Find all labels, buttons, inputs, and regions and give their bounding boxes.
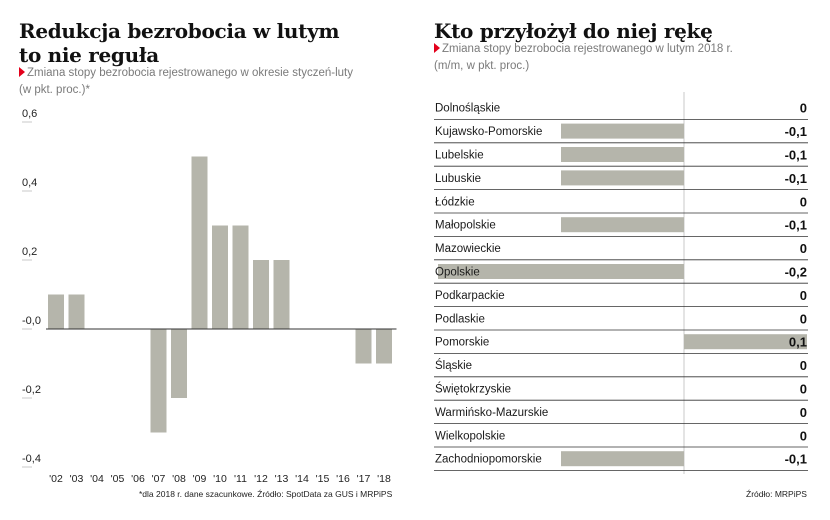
region-label: Mazowieckie bbox=[435, 243, 501, 255]
region-value: 0 bbox=[800, 311, 807, 326]
region-bar bbox=[684, 334, 807, 350]
region-bar bbox=[561, 451, 684, 467]
bar-13 bbox=[273, 260, 290, 329]
right-subtitle-line-1: Zmiana stopy bezrobocia rejestrowanego w… bbox=[442, 43, 733, 55]
x-tick-label: '05 bbox=[111, 473, 125, 485]
region-value: 0,1 bbox=[789, 335, 807, 350]
region-bar bbox=[561, 217, 684, 233]
x-tick-label: '17 bbox=[357, 473, 371, 485]
bar-10 bbox=[212, 225, 228, 329]
left-subtitle-line-2: (w pkt. proc.)* bbox=[19, 84, 90, 96]
x-tick-label: '08 bbox=[172, 473, 186, 485]
left-chart-title: Redukcja bezrobocia w lutym to nie reguł… bbox=[19, 19, 340, 67]
x-tick-label: '11 bbox=[234, 473, 247, 485]
region-label: Lubuskie bbox=[435, 173, 481, 185]
bar-17 bbox=[355, 329, 372, 364]
bar-07 bbox=[150, 329, 167, 433]
bar-02 bbox=[48, 294, 64, 329]
region-label: Pomorskie bbox=[435, 337, 489, 349]
x-tick-label: '09 bbox=[193, 473, 207, 485]
x-tick-label: '13 bbox=[275, 473, 289, 485]
right-chart-subtitle: Zmiana stopy bezrobocia rejestrowanego w… bbox=[434, 41, 733, 75]
region-value: 0 bbox=[800, 428, 807, 443]
x-tick-label: '14 bbox=[295, 473, 309, 485]
region-label: Zachodniopomorskie bbox=[435, 454, 542, 466]
x-tick-label: '06 bbox=[131, 473, 145, 485]
region-label: Śląskie bbox=[435, 359, 472, 372]
y-tick-label: 0,6 bbox=[22, 108, 37, 120]
bar-18 bbox=[376, 329, 392, 364]
red-triangle-icon bbox=[434, 43, 440, 53]
left-bar-chart: 0,6 0,4 0,2 -0,0 -0,2 -0,4 '02 '03 '04 '05 '06 '07 '… bbox=[22, 108, 397, 485]
red-triangle-icon bbox=[19, 67, 25, 77]
region-value: 0 bbox=[800, 358, 807, 373]
region-value: -0,1 bbox=[785, 148, 807, 163]
y-tick-label: -0,0 bbox=[22, 315, 41, 327]
region-value: 0 bbox=[800, 101, 807, 116]
left-title-line-1: Redukcja bezrobocia w lutym bbox=[19, 19, 340, 43]
region-bar bbox=[561, 170, 684, 186]
region-value: 0 bbox=[800, 288, 807, 303]
x-tick-label: '10 bbox=[213, 473, 227, 485]
right-chart-title: Kto przyłożył do niej rękę bbox=[434, 19, 713, 43]
left-chart-subtitle: Zmiana stopy bezrobocia rejestrowanego w… bbox=[19, 65, 353, 99]
region-value: -0,1 bbox=[785, 171, 807, 186]
region-label: Łódzkie bbox=[435, 196, 475, 208]
region-label: Warmińsko-Mazurskie bbox=[435, 407, 548, 419]
x-tick-label: '02 bbox=[49, 473, 63, 485]
region-value: -0,1 bbox=[785, 218, 807, 233]
right-source: Źródło: MRPiPS bbox=[746, 489, 807, 499]
right-bar-table: Dolnośląskie 0 Kujawsko-Pomorskie -0,1 Lubel… bbox=[434, 92, 808, 474]
region-value: -0,2 bbox=[785, 265, 807, 280]
bar-08 bbox=[171, 329, 187, 398]
region-value: -0,1 bbox=[785, 452, 807, 467]
x-tick-label: '07 bbox=[152, 473, 166, 485]
region-label: Małopolskie bbox=[435, 220, 496, 232]
y-tick-label: 0,2 bbox=[22, 246, 37, 258]
region-label: Podlaskie bbox=[435, 313, 485, 325]
region-value: 0 bbox=[800, 405, 807, 420]
region-label: Kujawsko-Pomorskie bbox=[435, 126, 542, 138]
region-bar bbox=[561, 147, 684, 162]
x-tick-label: '04 bbox=[90, 473, 104, 485]
left-footnote: *dla 2018 r. dane szacunkowe. Źródło: Sp… bbox=[139, 489, 393, 499]
bar-09 bbox=[191, 156, 208, 329]
x-tick-label: '16 bbox=[336, 473, 350, 485]
region-value: 0 bbox=[800, 382, 807, 397]
region-value: -0,1 bbox=[785, 124, 807, 139]
x-tick-label: '03 bbox=[70, 473, 84, 485]
x-tick-label: '15 bbox=[316, 473, 330, 485]
y-tick-label: 0,4 bbox=[22, 177, 37, 189]
right-subtitle-line-2: (m/m, w pkt. proc.) bbox=[434, 60, 530, 72]
left-title-line-2: to nie reguła bbox=[19, 43, 159, 67]
region-label: Dolnośląskie bbox=[435, 103, 500, 115]
left-subtitle-line-1: Zmiana stopy bezrobocia rejestrowanego w… bbox=[27, 67, 353, 79]
x-tick-label: '12 bbox=[254, 473, 268, 485]
y-tick-label: -0,4 bbox=[22, 453, 41, 465]
bar-11 bbox=[232, 225, 249, 329]
x-tick-label: '18 bbox=[377, 473, 391, 485]
region-value: 0 bbox=[800, 241, 807, 256]
region-label: Opolskie bbox=[435, 267, 480, 279]
region-label: Wielkopolskie bbox=[435, 430, 505, 442]
region-bar bbox=[561, 123, 684, 139]
region-value: 0 bbox=[800, 194, 807, 209]
region-label: Świętokrzyskie bbox=[435, 383, 511, 396]
region-bar bbox=[438, 264, 684, 279]
region-label: Lubelskie bbox=[435, 150, 484, 162]
region-label: Podkarpackie bbox=[435, 290, 505, 302]
bar-12 bbox=[253, 260, 269, 329]
y-tick-label: -0,2 bbox=[22, 384, 41, 396]
bar-03 bbox=[68, 294, 85, 329]
